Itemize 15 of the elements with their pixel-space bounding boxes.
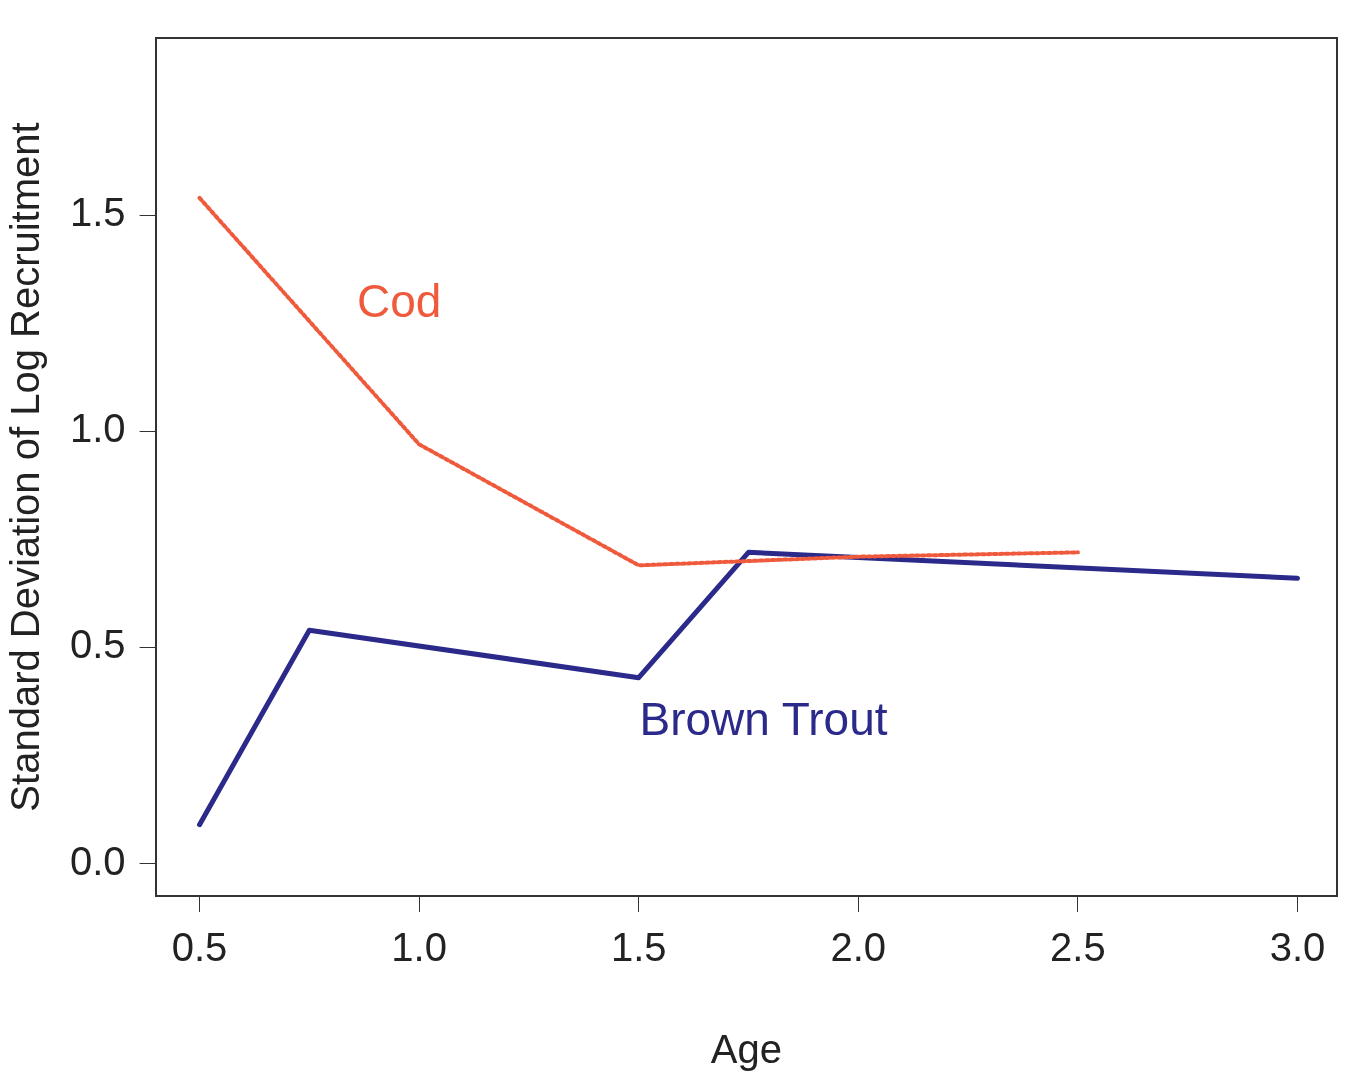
y-tick-label: 1.0 bbox=[70, 406, 126, 451]
x-tick-label: 2.0 bbox=[830, 925, 887, 970]
y-tick-label: 1.5 bbox=[70, 190, 126, 235]
x-tick-label: 0.5 bbox=[171, 925, 228, 970]
x-tick-label: 2.5 bbox=[1050, 925, 1106, 970]
y-tick-label: 0.5 bbox=[70, 622, 126, 667]
series-label: Brown Trout bbox=[639, 693, 888, 746]
line-series bbox=[197, 195, 1080, 568]
series-label: Cod bbox=[356, 274, 442, 327]
x-tick-label: 1.0 bbox=[391, 925, 447, 970]
x-tick-label: 3.0 bbox=[1269, 925, 1326, 970]
x-tick-label: 1.5 bbox=[610, 925, 667, 970]
x-axis-title: Age bbox=[710, 1027, 782, 1072]
y-axis-title: Standard Deviation of Log Recruitment bbox=[3, 122, 48, 812]
y-tick-label: 0.0 bbox=[70, 838, 126, 883]
